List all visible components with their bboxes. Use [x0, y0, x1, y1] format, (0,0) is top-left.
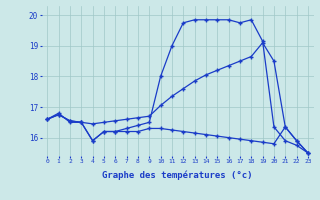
- X-axis label: Graphe des températures (°c): Graphe des températures (°c): [102, 170, 253, 180]
